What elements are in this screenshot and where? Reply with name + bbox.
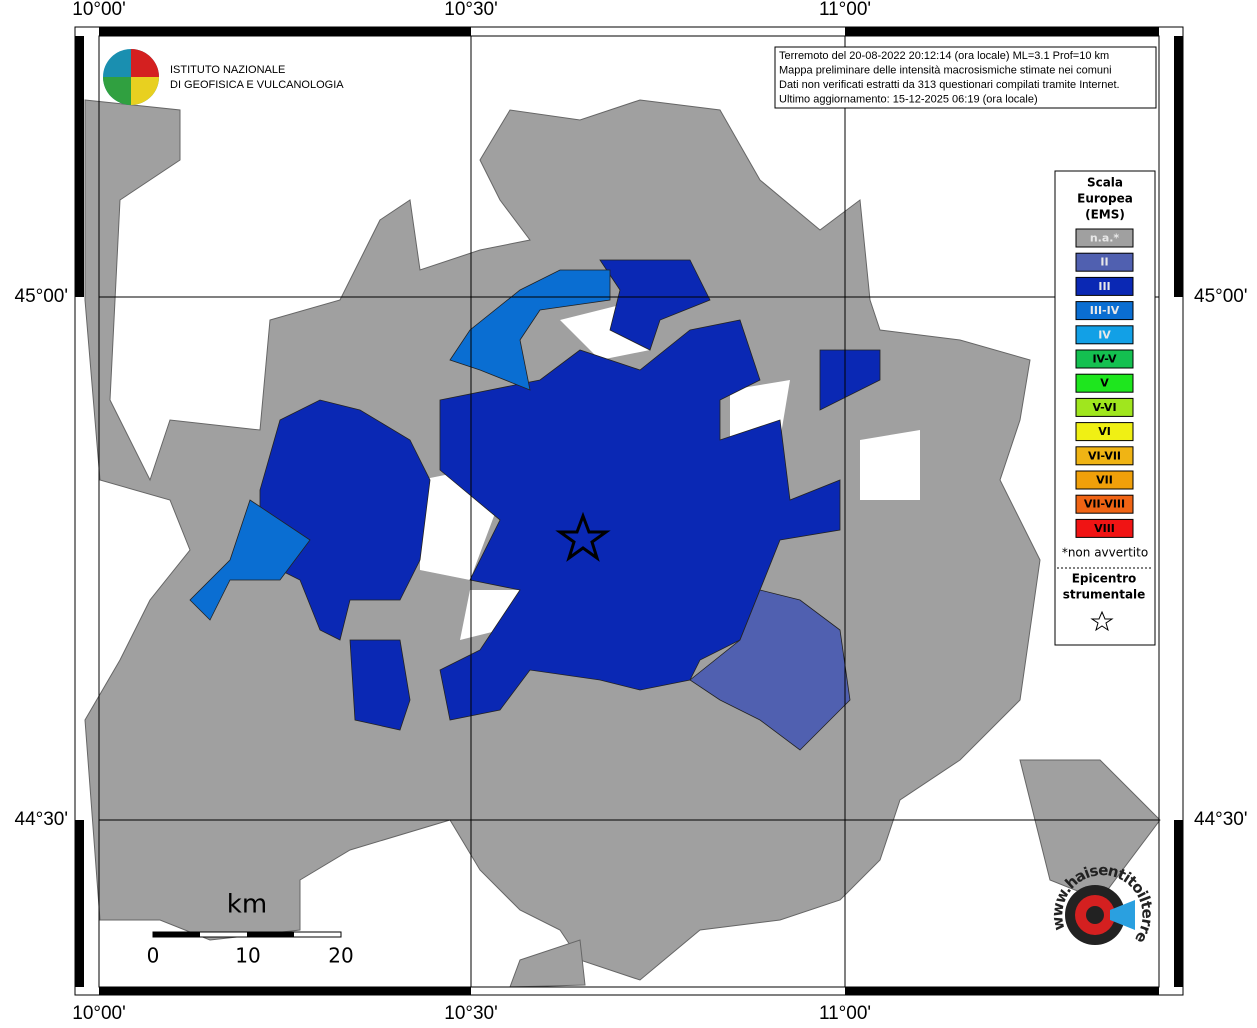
logo-text: DI GEOFISICA E VULCANOLOGIA: [170, 79, 344, 91]
legend-label: n.a.*: [1090, 232, 1120, 245]
no-data-area: [460, 590, 520, 640]
legend-swatch: [1075, 373, 1134, 393]
scale-segment: [153, 932, 200, 937]
regions: [84, 99, 1161, 988]
legend-swatch: [1075, 325, 1134, 345]
legend-swatch: [1075, 276, 1134, 296]
frame-bar: [75, 36, 84, 297]
graticule: [74, 26, 1184, 996]
legend-label: V: [1100, 377, 1109, 390]
legend-star: [1090, 610, 1114, 632]
axis-label: 11°00': [819, 1003, 871, 1024]
scale-segment: [247, 932, 294, 937]
legend: ScalaEuropea(EMS)n.a.*IIIIIIII-IVIVIV-VV…: [1054, 170, 1156, 646]
legend-note: *non avvertito: [1062, 546, 1148, 560]
legend-swatch: [1075, 470, 1134, 490]
scale-tick-label: 20: [328, 944, 353, 968]
frame-bars: [75, 27, 1183, 995]
axis-label: 10°00': [72, 0, 126, 20]
info-line: Terremoto del 20-08-2022 20:12:14 (ora l…: [779, 50, 1109, 62]
intensity-area: [449, 269, 611, 391]
frame-bar: [75, 820, 84, 987]
info-box: Terremoto del 20-08-2022 20:12:14 (ora l…: [774, 46, 1157, 109]
axis-label: 45°00': [15, 286, 69, 307]
scale-bar: km 0 10 20: [147, 890, 354, 968]
no-data-area: [860, 430, 920, 500]
axis-label: 10°30': [444, 0, 498, 20]
frame-bar: [99, 27, 471, 36]
scale-tick-label: 10: [235, 944, 260, 968]
legend-label: VI: [1098, 425, 1111, 438]
legend-swatch: [1075, 349, 1134, 369]
legend-label: III: [1098, 280, 1110, 293]
intensity-area: [189, 499, 311, 621]
frame-bar: [845, 987, 1159, 995]
axis-label: 10°00': [72, 1003, 126, 1024]
legend-label: IV: [1098, 328, 1111, 341]
legend-swatch: [1075, 252, 1134, 272]
logo-segment: [131, 77, 159, 105]
frame-bar: [99, 987, 471, 995]
logo-segment: [131, 49, 159, 77]
legend-epicenter: Epicentro: [1072, 572, 1137, 586]
info-line: Mappa preliminare delle intensità macros…: [779, 64, 1112, 76]
legend-epicenter: strumentale: [1063, 588, 1146, 602]
legend-label: III-IV: [1090, 304, 1120, 317]
outer-frame: [74, 26, 1184, 996]
legend-label: II: [1100, 256, 1108, 269]
axis-label: 44°30': [1194, 809, 1248, 830]
info-line: Dati non verificati estratti da 313 ques…: [779, 79, 1120, 91]
frame-bar: [1174, 36, 1183, 297]
unfelt-area: [509, 939, 586, 988]
legend-label: VI-VII: [1088, 449, 1121, 462]
legend-label: IV-V: [1092, 353, 1117, 366]
legend-swatch: [1075, 446, 1134, 466]
legend-label: VII-VIII: [1084, 498, 1125, 511]
legend-swatch: [1075, 422, 1134, 442]
legend-swatch: [1075, 228, 1134, 248]
intensity-area: [819, 349, 881, 411]
map-frame: [98, 35, 1160, 988]
frame-bar: [845, 27, 1159, 36]
logo-text: ISTITUTO NAZIONALE: [170, 64, 285, 76]
axis-label: 45°00': [1194, 286, 1248, 307]
legend-swatch: [1075, 397, 1134, 417]
epicenter-star: [555, 511, 611, 562]
unfelt-area: [1019, 759, 1161, 901]
logo: ISTITUTO NAZIONALE DI GEOFISICA E VULCAN…: [103, 49, 344, 105]
info-line: Ultimo aggiornamento: 15-12-2025 06:19 (…: [779, 93, 1038, 105]
badge-circle: [1086, 906, 1104, 924]
legend-swatch: [1075, 518, 1134, 538]
legend-swatch: [1075, 494, 1134, 514]
scale-tick-label: 0: [147, 944, 160, 968]
intensity-area: [349, 639, 411, 731]
info-frame: [774, 46, 1157, 109]
axis-label: 44°30': [15, 809, 69, 830]
scale-unit: km: [227, 890, 267, 920]
legend-title: Scala: [1087, 176, 1123, 190]
legend-label: VIII: [1094, 522, 1115, 535]
axis-label: 10°30': [444, 1003, 498, 1024]
legend-title: Europea: [1077, 192, 1133, 206]
legend-title: (EMS): [1085, 208, 1125, 222]
axis-label: 11°00': [819, 0, 871, 20]
legend-label: V-VI: [1092, 401, 1116, 414]
logo-segment: [103, 77, 131, 105]
legend-label: VII: [1096, 474, 1113, 487]
frame-bar: [1174, 820, 1183, 987]
legend-swatch: [1075, 301, 1134, 321]
badge-speaker: [1110, 900, 1135, 930]
